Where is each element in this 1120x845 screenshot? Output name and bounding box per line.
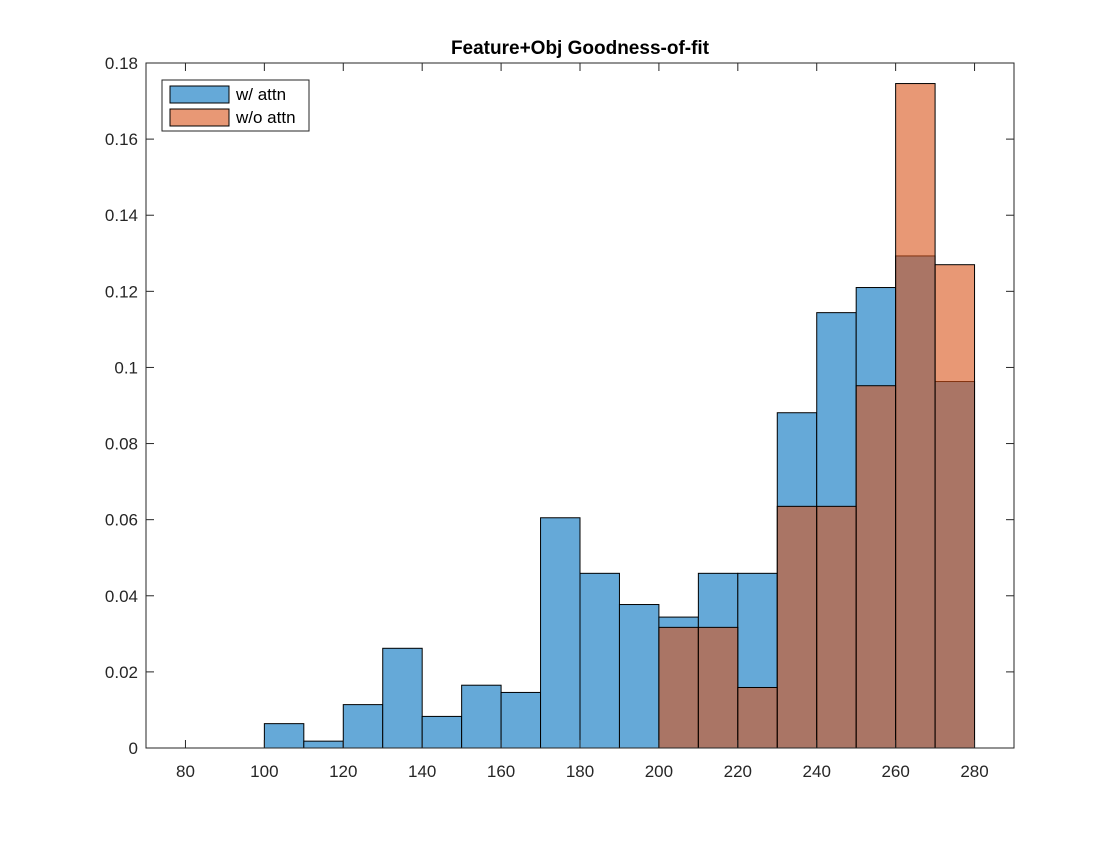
x-tick-label: 140: [408, 762, 436, 781]
x-tick-label: 240: [803, 762, 831, 781]
bar-with-attn: [500, 691, 542, 749]
bar-with-attn: [461, 684, 502, 749]
x-tick-label: 160: [487, 762, 515, 781]
chart-title: Feature+Obj Goodness-of-fit: [451, 38, 710, 59]
bar-without-attn: [895, 83, 936, 749]
y-tick-label: 0.06: [105, 511, 138, 530]
legend: w/ attn w/o attn: [161, 79, 310, 132]
x-tick-label: 280: [960, 762, 988, 781]
legend-swatch: [169, 108, 230, 127]
bar-with-attn: [540, 517, 581, 749]
y-tick-label: 0.1: [114, 358, 138, 377]
bar-without-attn: [697, 626, 739, 749]
bar-with-attn: [303, 740, 344, 749]
bars-layer: [263, 83, 976, 749]
y-tick-label: 0.02: [105, 663, 138, 682]
x-tick-label: 120: [329, 762, 357, 781]
legend-label: w/o attn: [235, 108, 296, 127]
x-tick-label: 260: [881, 762, 909, 781]
x-tick-label: 220: [724, 762, 752, 781]
bar-with-attn: [342, 704, 384, 749]
y-tick-label: 0: [129, 739, 138, 758]
y-tick-label: 0.18: [105, 54, 138, 73]
bar-with-attn: [382, 647, 423, 749]
bar-with-attn: [263, 723, 305, 749]
x-tick-label: 100: [250, 762, 278, 781]
x-tick-label: 80: [176, 762, 195, 781]
legend-label: w/ attn: [235, 85, 286, 104]
x-tick-label: 200: [645, 762, 673, 781]
y-tick-label: 0.16: [105, 130, 138, 149]
y-tick-label: 0.12: [105, 282, 138, 301]
bar-without-attn: [855, 385, 897, 749]
bar-with-attn: [421, 715, 463, 749]
bar-without-attn: [658, 626, 699, 749]
bar-without-attn: [934, 264, 976, 749]
bar-without-attn: [776, 505, 818, 749]
y-tick-label: 0.04: [105, 587, 138, 606]
bar-with-attn: [618, 604, 660, 749]
x-tick-label: 180: [566, 762, 594, 781]
legend-swatch: [169, 85, 230, 104]
bar-without-attn: [816, 505, 857, 749]
axes-layer: 80 100 120 140 160 180 200 220 240 260 280 0 0.02 0.0…: [105, 54, 1015, 781]
bar-with-attn: [579, 572, 620, 749]
y-tick-label: 0.14: [105, 206, 138, 225]
y-tick-label: 0.08: [105, 435, 138, 454]
bar-without-attn: [737, 686, 778, 749]
